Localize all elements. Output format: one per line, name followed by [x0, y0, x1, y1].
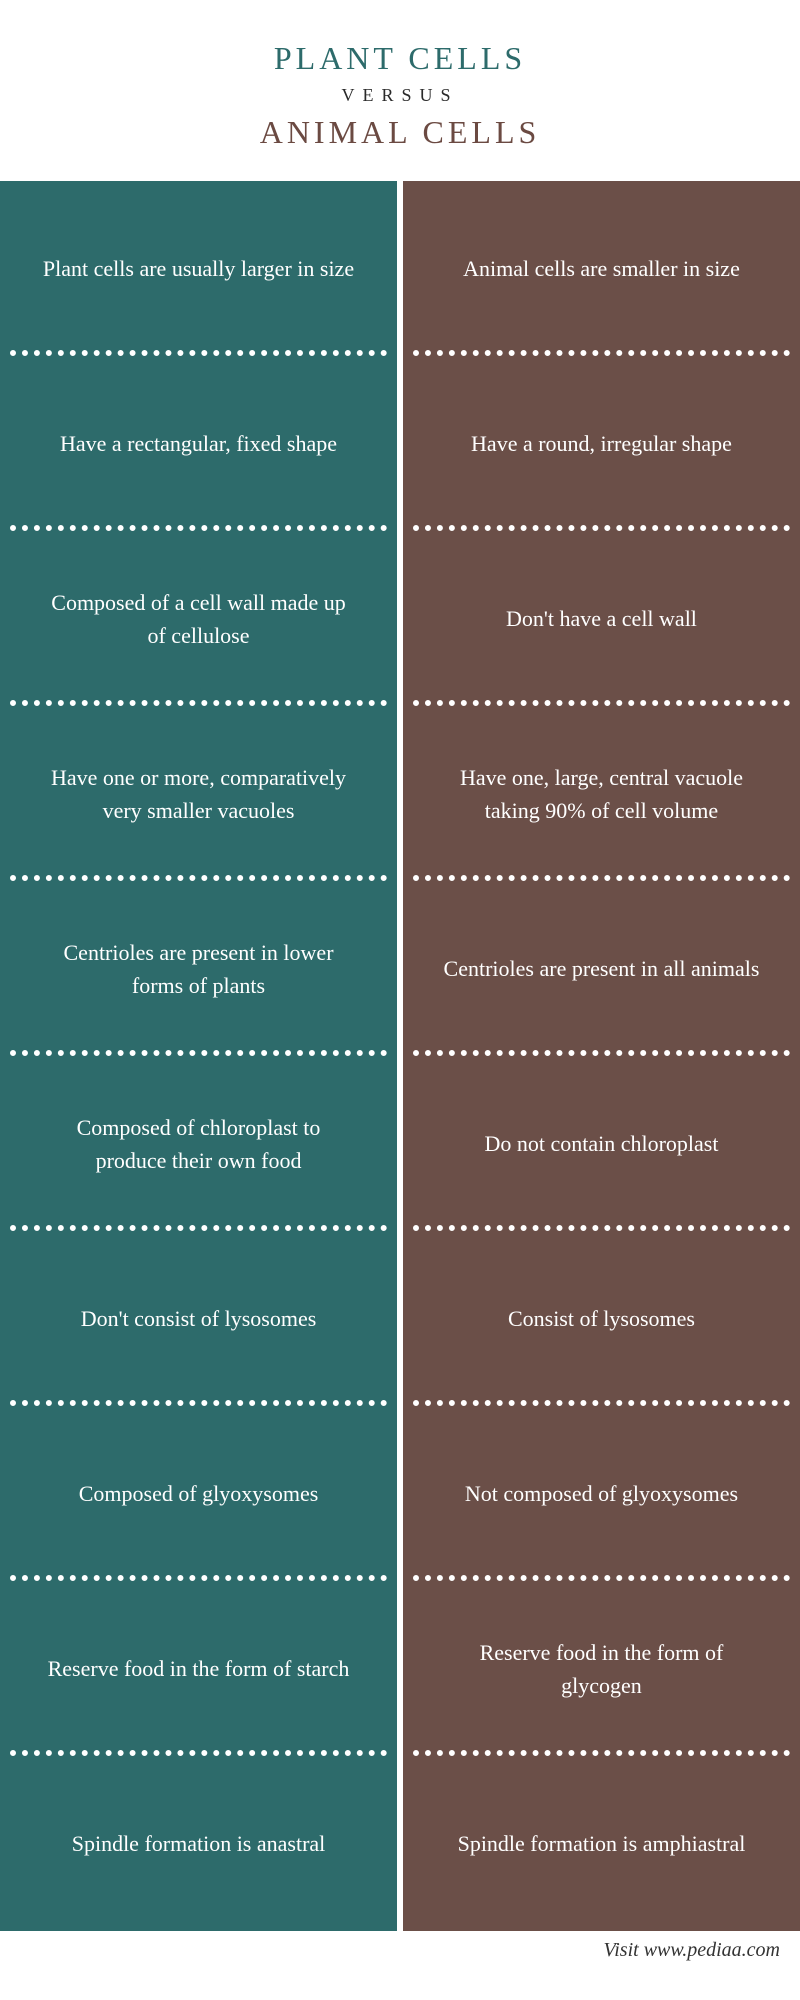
animal-cell-row: Consist of lysosomes	[403, 1231, 800, 1406]
title-plant-cells: PLANT CELLS	[20, 40, 780, 77]
animal-cell-row: Have one, large, central vacuole taking …	[403, 706, 800, 881]
column-plant-cells: Plant cells are usually larger in size H…	[0, 181, 397, 1931]
plant-cell-row: Centrioles are present in lower forms of…	[0, 881, 397, 1056]
title-animal-cells: ANIMAL CELLS	[20, 114, 780, 151]
animal-cell-row: Reserve food in the form of glycogen	[403, 1581, 800, 1756]
header: PLANT CELLS VERSUS ANIMAL CELLS	[0, 0, 800, 181]
footer-credit: Visit www.pediaa.com	[0, 1931, 800, 1982]
plant-cell-row: Don't consist of lysosomes	[0, 1231, 397, 1406]
animal-cell-row: Not composed of glyoxysomes	[403, 1406, 800, 1581]
plant-cell-row: Composed of a cell wall made up of cellu…	[0, 531, 397, 706]
animal-cell-row: Spindle formation is amphiastral	[403, 1756, 800, 1931]
plant-cell-row: Spindle formation is anastral	[0, 1756, 397, 1931]
animal-cell-row: Don't have a cell wall	[403, 531, 800, 706]
plant-cell-row: Reserve food in the form of starch	[0, 1581, 397, 1756]
plant-cell-row: Composed of chloroplast to produce their…	[0, 1056, 397, 1231]
versus-label: VERSUS	[20, 85, 780, 106]
column-animal-cells: Animal cells are smaller in size Have a …	[403, 181, 800, 1931]
plant-cell-row: Have a rectangular, fixed shape	[0, 356, 397, 531]
plant-cell-row: Plant cells are usually larger in size	[0, 181, 397, 356]
plant-cell-row: Have one or more, comparatively very sma…	[0, 706, 397, 881]
comparison-columns: Plant cells are usually larger in size H…	[0, 181, 800, 1931]
animal-cell-row: Animal cells are smaller in size	[403, 181, 800, 356]
animal-cell-row: Do not contain chloroplast	[403, 1056, 800, 1231]
animal-cell-row: Centrioles are present in all animals	[403, 881, 800, 1056]
plant-cell-row: Composed of glyoxysomes	[0, 1406, 397, 1581]
animal-cell-row: Have a round, irregular shape	[403, 356, 800, 531]
